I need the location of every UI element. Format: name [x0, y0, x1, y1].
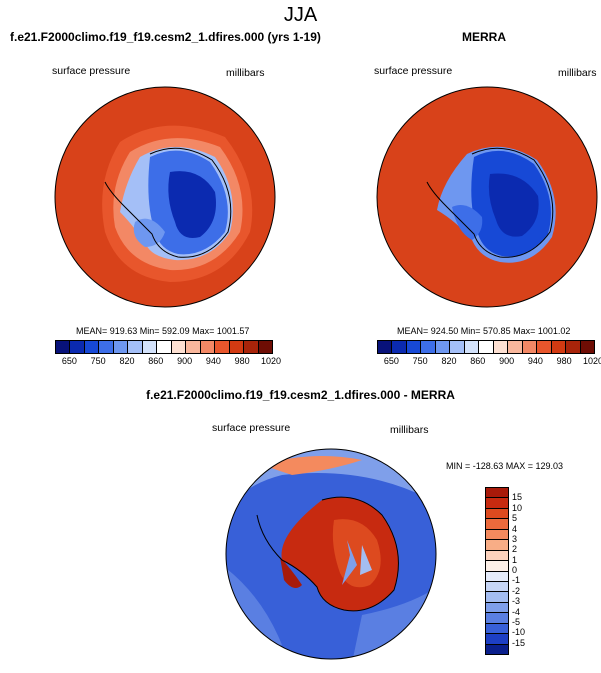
colorbar-tick-label: 750 — [90, 356, 106, 366]
panel3-colorbar-labels: 15 10 5 4 3 2 1 0 -1 -2 -3 -4 -5 -10 -15 — [512, 487, 552, 653]
colorbar-tick-label: 4 — [512, 523, 518, 534]
colorbar-tick-label: 980 — [556, 356, 572, 366]
colorbar-swatch — [464, 341, 480, 353]
colorbar-swatch — [70, 341, 85, 353]
colorbar-swatch — [486, 550, 508, 562]
colorbar-swatch — [486, 561, 508, 572]
panel1-colorbar-labels: 650 750 820 860 900 940 980 1020 — [55, 356, 281, 368]
colorbar-swatch — [537, 341, 552, 353]
colorbar-swatch — [486, 571, 508, 582]
panel2-variable-label: surface pressure — [374, 65, 453, 77]
colorbar-swatch — [486, 540, 508, 551]
colorbar-tick-label: 820 — [441, 356, 457, 366]
colorbar-tick-label: 860 — [148, 356, 164, 366]
colorbar-swatch — [486, 613, 508, 624]
colorbar-tick-label: -4 — [512, 606, 521, 617]
panel1-units-label: millibars — [226, 67, 265, 79]
colorbar-tick-label: -1 — [512, 575, 521, 586]
colorbar-swatch — [486, 644, 508, 654]
panel1-stats: MEAN= 919.63 Min= 592.09 Max= 1001.57 — [76, 326, 250, 336]
colorbar-tick-label: 750 — [412, 356, 428, 366]
panel2-title: MERRA — [462, 30, 506, 44]
colorbar-swatch — [229, 341, 245, 353]
colorbar-tick-label: 1020 — [582, 356, 601, 366]
colorbar-swatch — [128, 341, 143, 353]
colorbar-tick-label: 940 — [205, 356, 221, 366]
panel2-colorbar — [377, 340, 595, 354]
colorbar-swatch — [486, 623, 508, 635]
colorbar-tick-label: 980 — [234, 356, 250, 366]
panel1-variable-label: surface pressure — [52, 65, 131, 77]
colorbar-swatch — [378, 341, 393, 353]
colorbar-tick-label: 900 — [499, 356, 515, 366]
panel3-polar-map — [225, 448, 437, 660]
panel3-variable-label: surface pressure — [212, 422, 291, 434]
colorbar-swatch — [486, 529, 508, 541]
colorbar-tick-label: -3 — [512, 596, 521, 607]
colorbar-swatch — [99, 341, 114, 353]
colorbar-tick-label: 15 — [512, 492, 523, 503]
colorbar-swatch — [486, 634, 508, 645]
colorbar-swatch — [157, 341, 172, 353]
colorbar-swatch — [493, 341, 509, 353]
colorbar-swatch — [171, 341, 187, 353]
colorbar-tick-label: -5 — [512, 616, 521, 627]
colorbar-tick-label: 1 — [512, 554, 518, 565]
main-title: JJA — [283, 4, 318, 26]
panel2-colorbar-labels: 650 750 820 860 900 940 980 1020 — [377, 356, 601, 368]
colorbar-tick-label: 2 — [512, 544, 518, 555]
colorbar-swatch — [522, 341, 538, 353]
colorbar-swatch — [551, 341, 567, 353]
colorbar-swatch — [113, 341, 129, 353]
colorbar-swatch — [566, 341, 581, 353]
colorbar-tick-label: 0 — [512, 565, 518, 575]
colorbar-tick-label: 860 — [470, 356, 486, 366]
panel2-units-label: millibars — [558, 67, 597, 79]
colorbar-tick-label: 1020 — [260, 356, 282, 366]
colorbar-tick-label: 5 — [512, 513, 518, 524]
colorbar-tick-label: -2 — [512, 585, 521, 596]
panel2-stats: MEAN= 924.50 Min= 570.85 Max= 1001.02 — [397, 326, 571, 336]
colorbar-tick-label: 650 — [61, 356, 77, 366]
colorbar-swatch — [486, 519, 508, 530]
colorbar-swatch — [421, 341, 436, 353]
colorbar-swatch — [486, 508, 508, 520]
colorbar-swatch — [486, 498, 508, 509]
colorbar-swatch — [479, 341, 494, 353]
colorbar-tick-label: 650 — [383, 356, 399, 366]
colorbar-swatch — [392, 341, 407, 353]
panel3-stats: MIN = -128.63 MAX = 129.03 — [446, 461, 564, 471]
colorbar-swatch — [486, 488, 508, 499]
panel3-colorbar — [485, 487, 509, 655]
colorbar-swatch — [84, 341, 100, 353]
panel3-units-label: millibars — [390, 424, 429, 436]
colorbar-tick-label: 940 — [527, 356, 543, 366]
panel1-title: f.e21.F2000climo.f19_f19.cesm2_1.dfires.… — [10, 30, 321, 44]
colorbar-swatch — [486, 602, 508, 614]
colorbar-swatch — [200, 341, 216, 353]
colorbar-swatch — [56, 341, 71, 353]
colorbar-tick-label: 820 — [119, 356, 135, 366]
panel1-polar-map — [54, 86, 276, 308]
panel3-title: f.e21.F2000climo.f19_f19.cesm2_1.dfires.… — [146, 388, 455, 402]
colorbar-swatch — [508, 341, 523, 353]
panel1-colorbar — [55, 340, 273, 354]
colorbar-swatch — [406, 341, 422, 353]
colorbar-tick-label: 10 — [512, 502, 523, 513]
colorbar-swatch — [486, 592, 508, 603]
colorbar-swatch — [142, 341, 158, 353]
colorbar-swatch — [486, 581, 508, 593]
colorbar-swatch — [186, 341, 201, 353]
colorbar-swatch — [244, 341, 259, 353]
colorbar-tick-label: 3 — [512, 533, 518, 544]
colorbar-swatch — [580, 341, 595, 353]
colorbar-tick-label: 900 — [177, 356, 193, 366]
colorbar-swatch — [450, 341, 465, 353]
panel2-polar-map — [376, 86, 598, 308]
colorbar-tick-label: -15 — [512, 637, 526, 648]
colorbar-tick-label: -10 — [512, 627, 526, 638]
colorbar-swatch — [258, 341, 273, 353]
colorbar-swatch — [435, 341, 451, 353]
colorbar-swatch — [215, 341, 230, 353]
